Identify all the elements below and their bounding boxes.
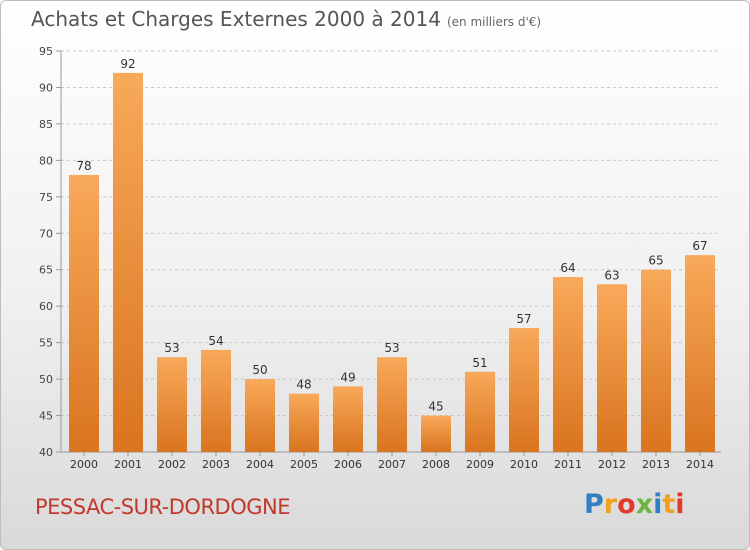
bar-value-label: 50 [252,363,267,377]
x-tick-label: 2011 [554,458,582,471]
bar-value-label: 92 [120,57,135,71]
x-tick-label: 2009 [466,458,494,471]
logo-letter: r [603,489,618,520]
x-tick-label: 2007 [378,458,406,471]
chart-title: Achats et Charges Externes 2000 à 2014 (e… [31,7,541,31]
bar-value-label: 63 [604,268,619,282]
logo-letter: t [662,489,676,520]
chart-title-text: Achats et Charges Externes 2000 à 2014 [31,7,441,31]
bar [201,349,231,452]
y-tick-label: 50 [39,373,53,386]
bar-value-label: 54 [208,334,223,348]
y-tick-label: 55 [39,337,53,350]
bar [113,72,143,452]
x-tick-label: 2002 [158,458,186,471]
bar [465,371,495,452]
bar-value-label: 53 [384,341,399,355]
bar [245,379,275,452]
y-tick-label: 95 [39,45,53,58]
bar-value-label: 48 [296,378,311,392]
logo-letter: i [675,489,685,520]
bar-value-label: 65 [648,254,663,268]
bar [597,284,627,452]
x-tick-label: 2014 [686,458,714,471]
logo-letter: x [635,489,654,520]
bar [685,255,715,452]
y-tick-label: 85 [39,118,53,131]
x-tick-label: 2012 [598,458,626,471]
commune-name: PESSAC-SUR-DORDOGNE [35,495,290,519]
x-tick-label: 2008 [422,458,450,471]
logo-letter: i [653,489,663,520]
x-tick-label: 2001 [114,458,142,471]
proxiti-logo: Proxiti [584,489,685,520]
bar-value-label: 67 [692,239,707,253]
bar-value-label: 53 [164,341,179,355]
bar [421,415,451,452]
y-tick-label: 75 [39,191,53,204]
logo-letter: o [617,489,636,520]
x-tick-label: 2010 [510,458,538,471]
bar-value-label: 78 [76,159,91,173]
y-tick-label: 40 [39,446,53,459]
y-tick-label: 60 [39,300,53,313]
bar-value-label: 49 [340,370,355,384]
x-tick-label: 2006 [334,458,362,471]
bar [333,386,363,452]
x-tick-label: 2003 [202,458,230,471]
x-tick-label: 2004 [246,458,274,471]
y-tick-label: 90 [39,81,53,94]
y-tick-label: 80 [39,154,53,167]
y-tick-label: 45 [39,410,53,423]
bar [377,357,407,452]
chart-unit: (en milliers d'€) [446,15,542,29]
bar [509,328,539,452]
x-tick-label: 2005 [290,458,318,471]
bar-value-label: 51 [472,356,487,370]
bar [157,357,187,452]
x-tick-label: 2013 [642,458,670,471]
bar [553,277,583,452]
x-tick-label: 2000 [70,458,98,471]
bar [289,393,319,452]
bar-value-label: 57 [516,312,531,326]
y-tick-label: 65 [39,264,53,277]
bar [69,174,99,453]
bar [641,269,671,452]
logo-letter: P [584,489,604,520]
y-tick-label: 70 [39,227,53,240]
bar-value-label: 45 [428,400,443,414]
bar-value-label: 64 [560,261,575,275]
